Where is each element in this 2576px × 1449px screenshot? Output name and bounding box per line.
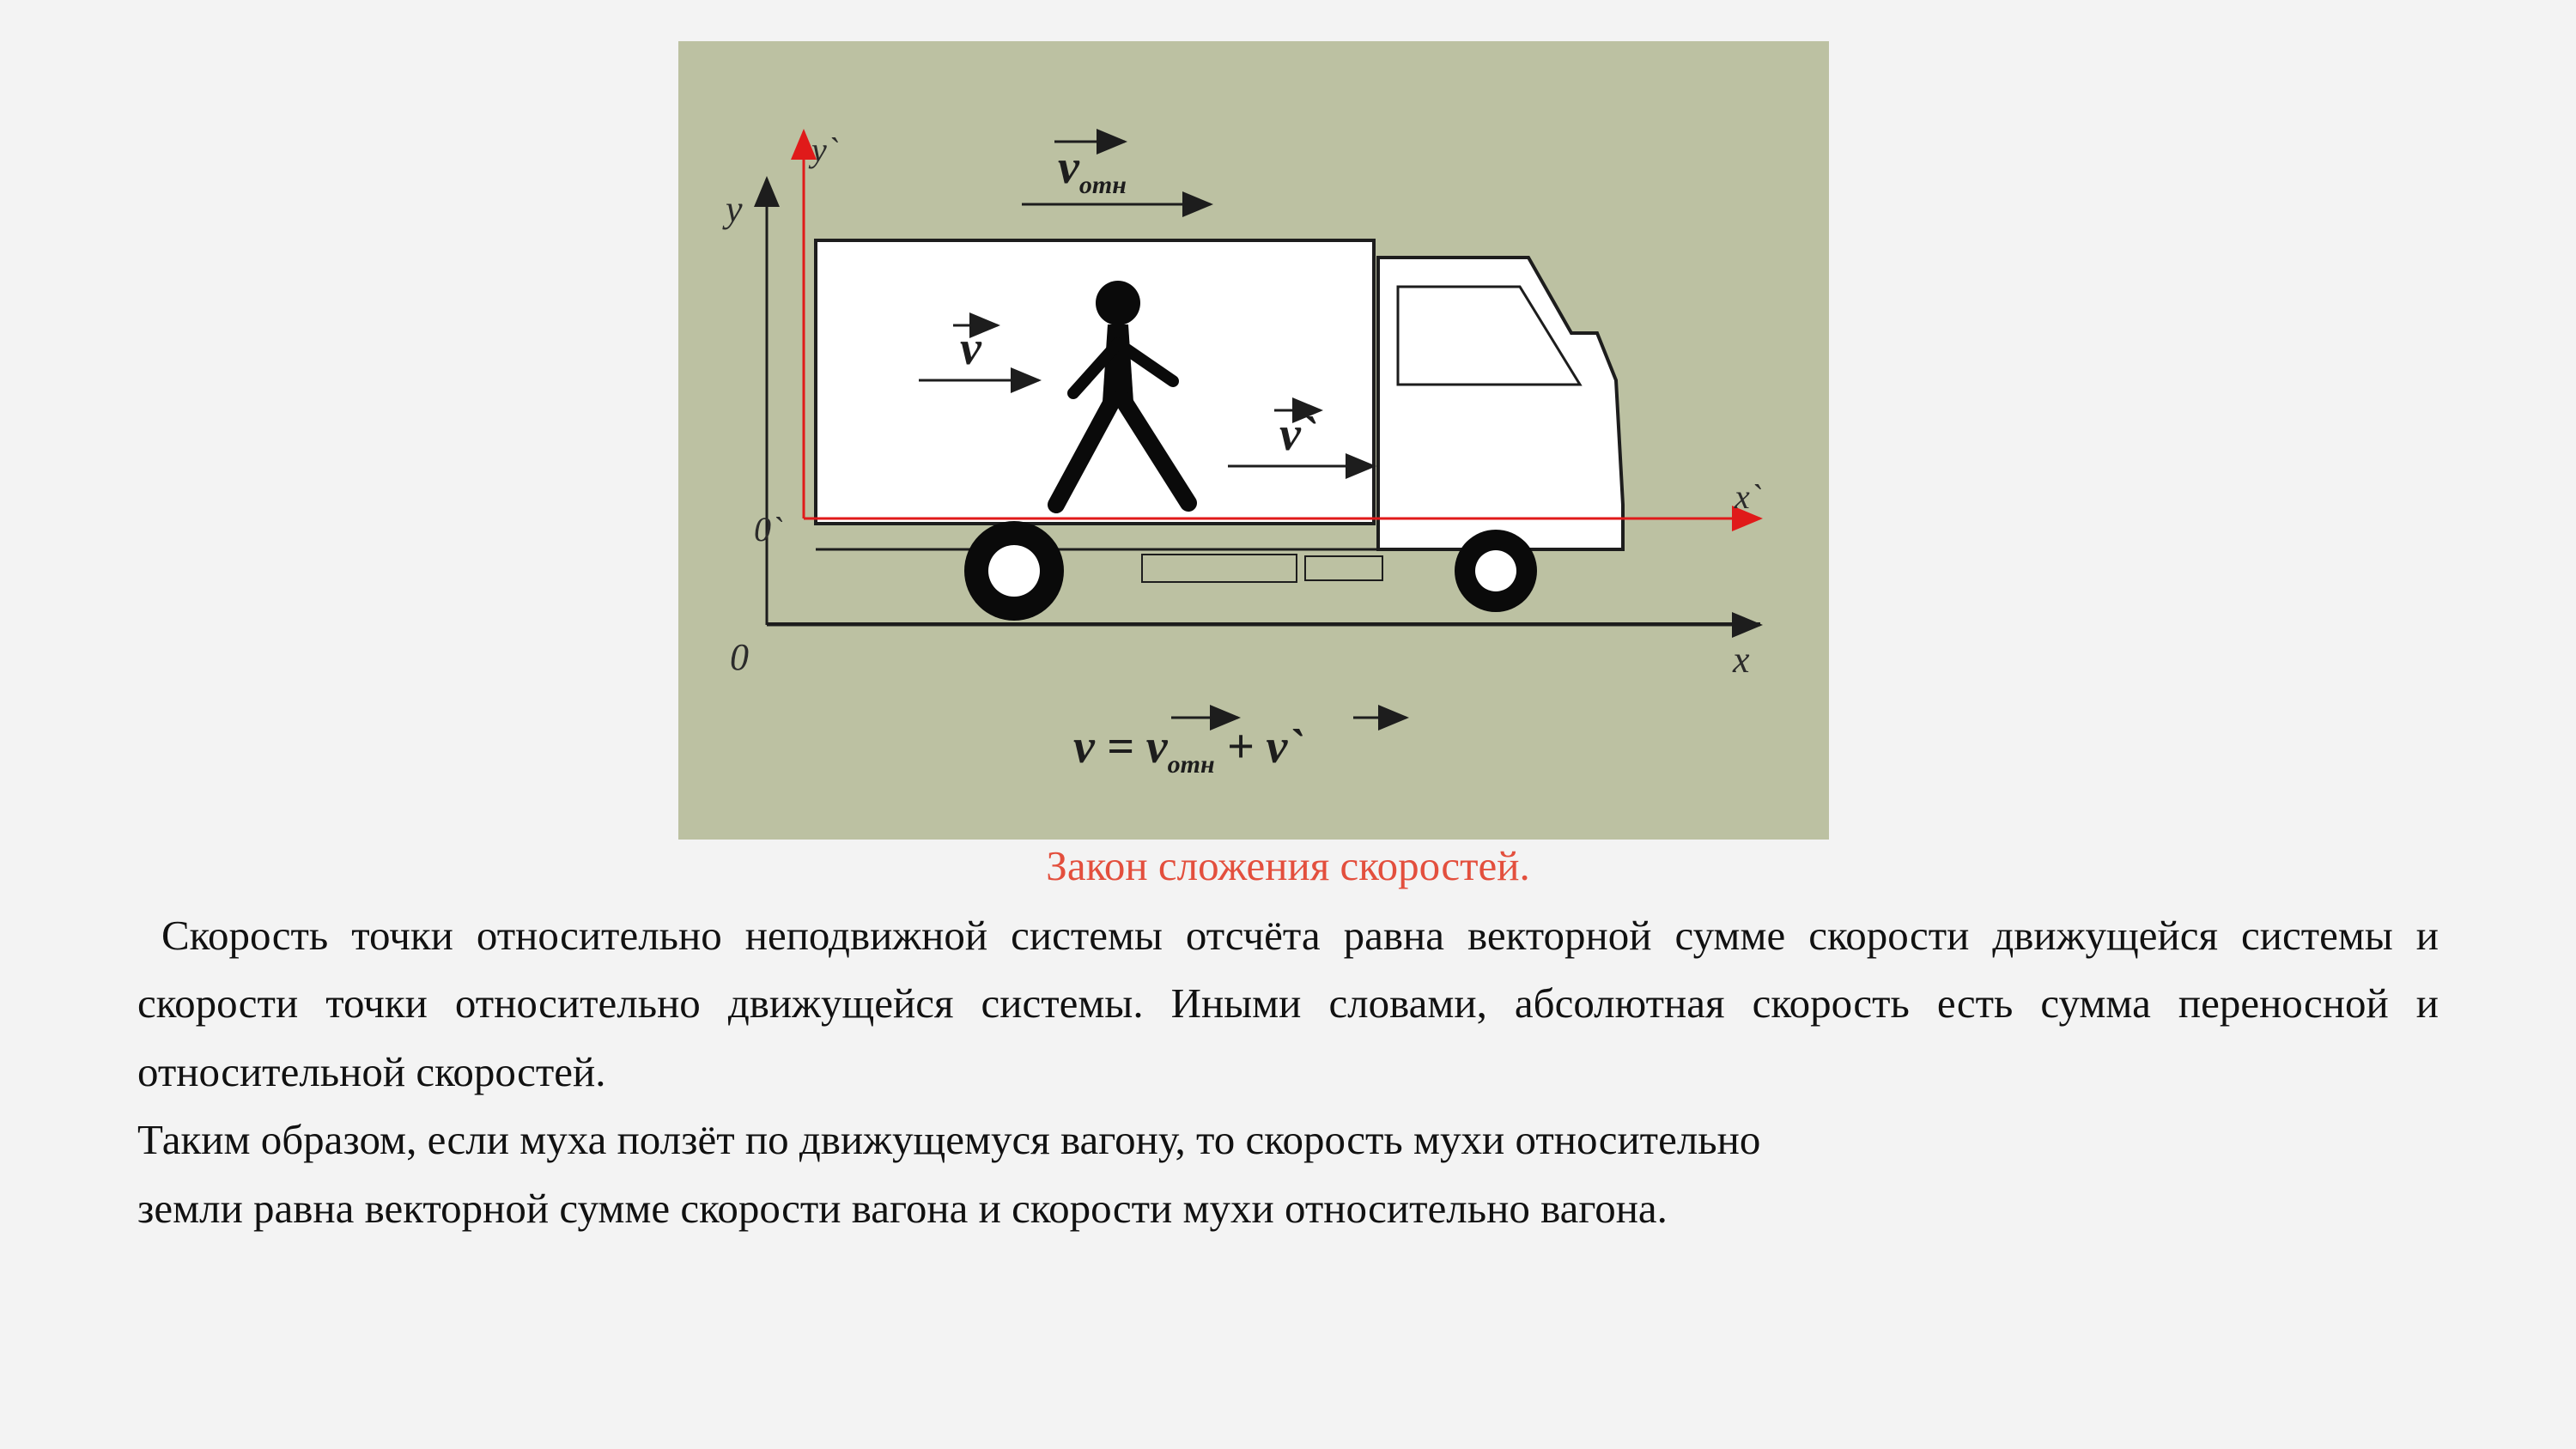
origin-label: 0 (730, 636, 749, 678)
rear-wheel-hub (988, 545, 1040, 597)
origin-prime-label: 0` (754, 510, 783, 549)
truck-under-2 (1305, 556, 1382, 580)
diagram-caption: Закон сложения скоростей. (0, 841, 2576, 890)
truck-under-1 (1142, 555, 1297, 582)
svg-text:v`: v` (1279, 408, 1317, 461)
y-label: y (722, 188, 743, 230)
front-wheel-hub (1475, 550, 1516, 591)
paragraph-1: Скорость точки относительно неподвижной … (137, 901, 2439, 1106)
paragraph-2: Таким образом, если муха ползёт по движу… (137, 1106, 2439, 1173)
equation: v = vотн + v` (1073, 718, 1406, 779)
svg-text:vотн: vотн (1058, 141, 1127, 199)
truck-box (816, 240, 1374, 524)
diagram-svg: 0 x y 0` x` y` vотн v (678, 41, 1829, 840)
x-prime-label: x` (1734, 477, 1762, 516)
body-text: Скорость точки относительно неподвижной … (137, 901, 2439, 1242)
svg-text:v: v (960, 322, 982, 375)
physics-diagram: 0 x y 0` x` y` vотн v (678, 41, 1829, 840)
page: 0 x y 0` x` y` vотн v (0, 0, 2576, 1449)
x-label: x (1732, 639, 1750, 681)
paragraph-3: земли равна векторной сумме скорости ваг… (137, 1174, 2439, 1242)
y-prime-label: y` (808, 130, 839, 169)
v-otn-vector: vотн (1022, 141, 1211, 204)
svg-text:v = vотн + v`: v = vотн + v` (1073, 720, 1303, 779)
